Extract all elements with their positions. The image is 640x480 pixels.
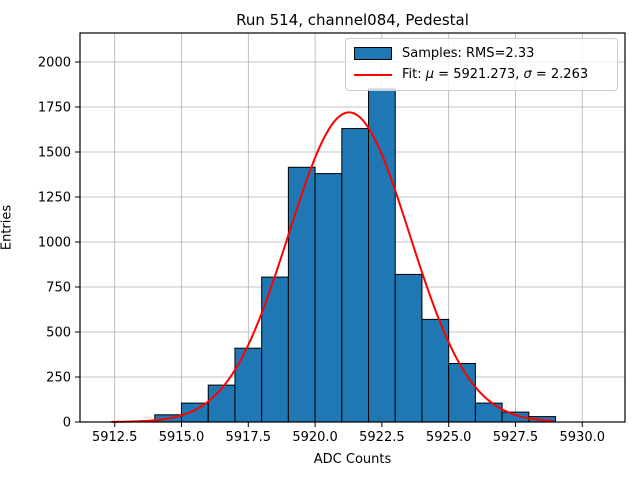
x-tick-label: 5930.0 bbox=[560, 430, 606, 445]
histogram-bar bbox=[394, 273, 423, 423]
histogram-bar bbox=[287, 166, 316, 423]
histogram-bar bbox=[261, 276, 289, 423]
fit-mu-value: = 5921.273, bbox=[434, 67, 524, 82]
y-tick-label: 500 bbox=[46, 325, 71, 340]
histogram-bar bbox=[368, 88, 396, 423]
x-tick-label: 5925.0 bbox=[426, 430, 472, 445]
fit-mu-symbol: μ bbox=[425, 67, 435, 82]
fit-label: Fit: μ = 5921.273, σ = 2.263 bbox=[402, 67, 588, 82]
y-tick-label: 1750 bbox=[38, 100, 71, 115]
samples-swatch bbox=[354, 47, 392, 60]
y-tick-label: 1000 bbox=[38, 235, 71, 250]
histogram-bar bbox=[421, 318, 450, 423]
y-tick-label: 0 bbox=[63, 416, 71, 431]
x-tick-label: 5920.0 bbox=[292, 430, 338, 445]
x-tick-label: 5917.5 bbox=[226, 430, 272, 445]
samples-label: Samples: RMS=2.33 bbox=[402, 46, 535, 61]
histogram-bar bbox=[181, 402, 209, 423]
legend: Samples: RMS=2.33 Fit: μ = 5921.273, σ =… bbox=[345, 38, 618, 91]
y-axis-label: Entries bbox=[0, 204, 15, 251]
y-tick-label: 1250 bbox=[38, 190, 71, 205]
y-tick-label: 1500 bbox=[38, 145, 71, 160]
axes-frame bbox=[79, 32, 626, 423]
y-tick-label: 750 bbox=[46, 280, 71, 295]
fit-line-swatch bbox=[354, 73, 392, 76]
chart-title: Run 514, channel084, Pedestal bbox=[236, 11, 469, 29]
histogram-bar bbox=[448, 363, 476, 423]
fit-sigma-symbol: σ bbox=[523, 67, 532, 82]
y-tick-label: 2000 bbox=[38, 55, 71, 70]
y-tick-label: 250 bbox=[46, 370, 71, 385]
fit-label-prefix: Fit: bbox=[402, 67, 426, 82]
histogram-bar bbox=[234, 347, 263, 423]
x-axis-label: ADC Counts bbox=[313, 452, 392, 467]
legend-entry-fit: Fit: μ = 5921.273, σ = 2.263 bbox=[354, 65, 609, 84]
fit-sigma-value: = 2.263 bbox=[531, 67, 589, 82]
histogram-bar bbox=[341, 128, 370, 423]
x-tick-label: 5915.0 bbox=[159, 430, 205, 445]
histogram-bar bbox=[314, 173, 343, 423]
x-tick-label: 5912.5 bbox=[92, 430, 138, 445]
legend-entry-samples: Samples: RMS=2.33 bbox=[354, 44, 609, 63]
x-tick-label: 5922.5 bbox=[359, 430, 405, 445]
histogram-bar bbox=[207, 384, 236, 423]
fit-curve bbox=[111, 111, 554, 423]
x-tick-label: 5927.5 bbox=[493, 430, 539, 445]
histogram-bar bbox=[474, 402, 503, 423]
